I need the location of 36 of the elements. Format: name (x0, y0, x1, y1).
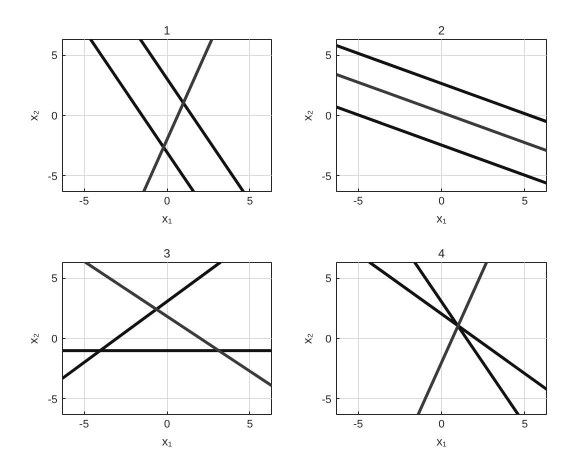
chart-title: 1 (164, 24, 171, 38)
x-tick-label: -5 (353, 196, 364, 208)
chart-title: 4 (438, 246, 446, 260)
y-tick-label: 0 (51, 110, 58, 122)
x-tick-label: 5 (246, 418, 254, 430)
x-tick-label: 5 (522, 196, 528, 208)
y-tick-label: 5 (325, 273, 332, 286)
y-axis-title: x₂ (26, 110, 41, 121)
y-tick-label: 5 (325, 50, 332, 62)
y-tick-label: 0 (325, 110, 332, 122)
y-tick-label: -5 (322, 394, 332, 406)
y-axis-title: x₂ (300, 110, 315, 121)
x-tick-label: 5 (246, 196, 254, 208)
x-tick-label: -5 (353, 418, 364, 430)
y-tick-label: -5 (322, 170, 332, 183)
chart-title: 3 (164, 246, 171, 260)
x-tick-label: 0 (164, 196, 170, 208)
x-tick-label: 0 (164, 418, 170, 430)
y-tick-label: -5 (48, 170, 58, 183)
y-tick-label: 0 (325, 334, 332, 346)
y-tick-label: 0 (51, 334, 58, 346)
x-tick-label: -5 (79, 418, 89, 430)
x-tick-label: 0 (438, 196, 445, 208)
x-axis-title: x₁ (162, 434, 172, 448)
y-tick-label: 5 (51, 50, 58, 62)
chart-title: 2 (438, 24, 446, 38)
y-axis-title: x₂ (300, 332, 315, 344)
y-tick-label: 5 (51, 273, 58, 286)
x-tick-label: 0 (438, 418, 445, 430)
y-tick-label: -5 (48, 394, 58, 406)
x-axis-title: x₁ (436, 434, 447, 448)
x-axis-title: x₁ (436, 212, 447, 226)
y-axis-title: x₂ (26, 332, 41, 344)
x-tick-label: -5 (79, 196, 89, 208)
x-tick-label: 5 (522, 418, 528, 430)
x-axis-title: x₁ (162, 212, 172, 226)
